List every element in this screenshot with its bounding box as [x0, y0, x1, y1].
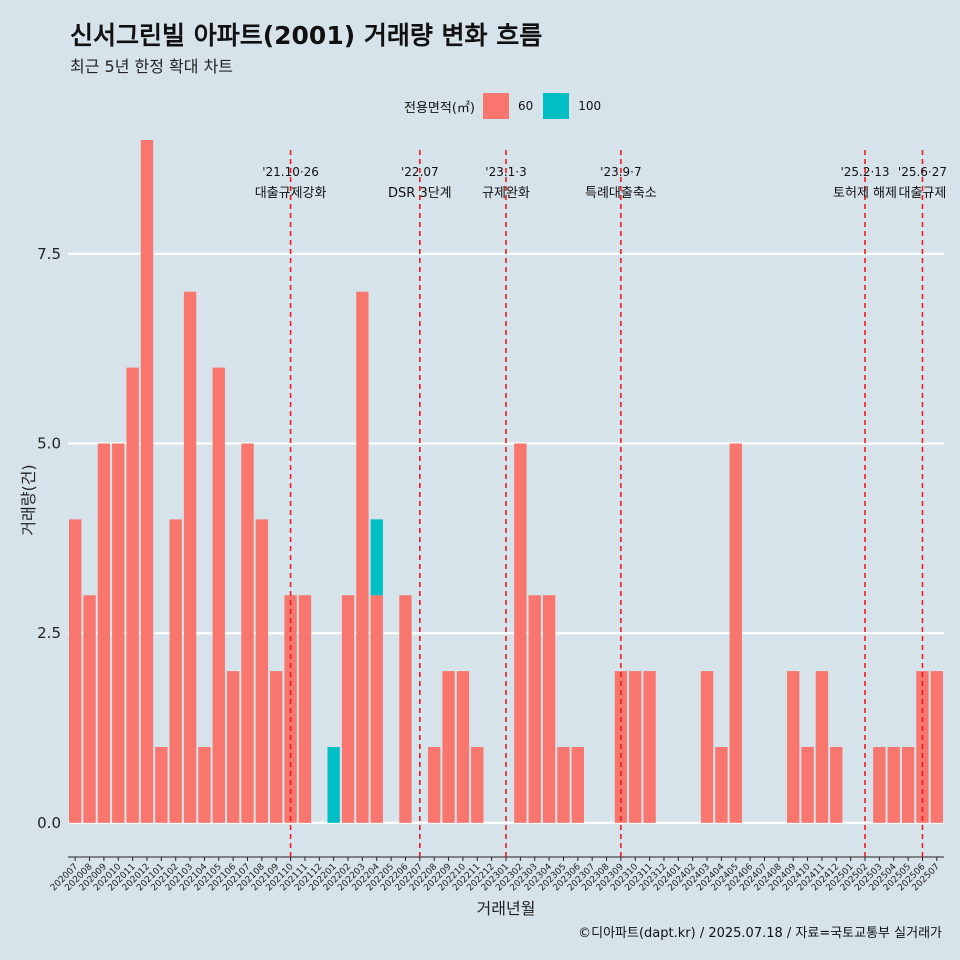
event-label: 특례대출축소	[585, 186, 657, 201]
bar-60-202104	[198, 746, 211, 823]
legend-swatch-100	[543, 93, 570, 119]
bar-60-202209	[442, 671, 455, 823]
bar-60-202507	[930, 671, 943, 823]
bar-60-202411	[815, 671, 829, 823]
event-date-label: '23.1·3	[485, 165, 526, 179]
bar-60-202106	[226, 671, 240, 823]
event-date-label: '21.10·26	[262, 165, 319, 179]
bar-60-202403	[700, 671, 714, 823]
event-label: 대출규제	[899, 186, 947, 201]
bar-60-202211	[471, 746, 484, 823]
bar-60-202103	[183, 291, 197, 823]
bar-60-202208	[428, 746, 441, 823]
x-axis-title: 거래년월	[477, 899, 536, 918]
bar-60-202410	[801, 746, 814, 823]
bar-60-202105	[212, 367, 225, 823]
bar-60-202310	[629, 671, 642, 823]
bar-60-202503	[873, 746, 886, 823]
y-axis-title: 거래량(건)	[19, 464, 38, 535]
bar-60-202409	[787, 671, 800, 823]
event-label: 토허제 해제	[833, 186, 897, 201]
legend-title: 전용면적(㎡)	[404, 100, 475, 116]
bar-60-202108	[255, 519, 269, 823]
bar-60-202009	[97, 443, 111, 823]
bar-60-202012	[140, 140, 154, 823]
y-tick-label: 7.5	[37, 245, 61, 263]
bar-60-202206	[399, 595, 412, 823]
bar-60-202111	[298, 595, 312, 823]
bar-60-202007	[69, 519, 82, 823]
source-caption: ©디아파트(dapt.kr) / 2025.07.18 / 자료=국토교통부 실…	[578, 926, 942, 941]
bar-60-202203	[356, 291, 369, 823]
bar-60-202405	[729, 443, 742, 823]
bar-60-202107	[241, 443, 254, 823]
y-tick-label: 2.5	[37, 624, 61, 642]
bar-60-202204	[370, 595, 383, 823]
event-date-label: '23.9·7	[600, 165, 641, 179]
bar-60-202505	[901, 746, 915, 823]
bar-60-202302	[514, 443, 527, 823]
bar-60-202202	[341, 595, 355, 823]
legend-swatch-60	[482, 93, 509, 119]
chart-subtitle: 최근 5년 한정 확대 차트	[70, 57, 234, 76]
event-date-label: '22.07	[401, 165, 439, 179]
bar-60-202101	[155, 746, 168, 823]
bar-60-202504	[887, 746, 900, 823]
legend-label-60: 60	[517, 99, 534, 113]
bar-60-202109	[270, 671, 283, 823]
bar-60-202008	[83, 595, 96, 823]
legend-label-100: 100	[578, 99, 602, 113]
y-tick-label: 5.0	[37, 434, 61, 452]
bar-100-202204	[370, 519, 383, 596]
bar-60-202010	[112, 443, 125, 823]
event-label: 규제완화	[482, 186, 530, 201]
bar-60-202210	[456, 671, 470, 823]
legend: 전용면적(㎡) 60 100	[404, 93, 611, 119]
event-label: 대출규제강화	[255, 186, 327, 201]
bar-60-202306	[571, 746, 584, 823]
bar-60-202304	[542, 595, 556, 823]
bar-60-202011	[126, 367, 139, 823]
bar-60-202404	[715, 746, 728, 823]
y-tick-label: 0.0	[37, 814, 61, 832]
event-date-label: '25.6·27	[898, 165, 947, 179]
event-label: DSR 3단계	[388, 186, 452, 201]
bar-60-202305	[557, 746, 570, 823]
bar-60-202412	[830, 746, 843, 823]
bar-60-202102	[169, 519, 182, 823]
bar-60-202303	[528, 595, 541, 823]
bar-100-202201	[327, 746, 340, 823]
bar-60-202311	[643, 671, 656, 823]
chart-title: 신서그린빌 아파트(2001) 거래량 변화 흐름	[70, 21, 543, 50]
event-date-label: '25.2·13	[840, 165, 889, 179]
